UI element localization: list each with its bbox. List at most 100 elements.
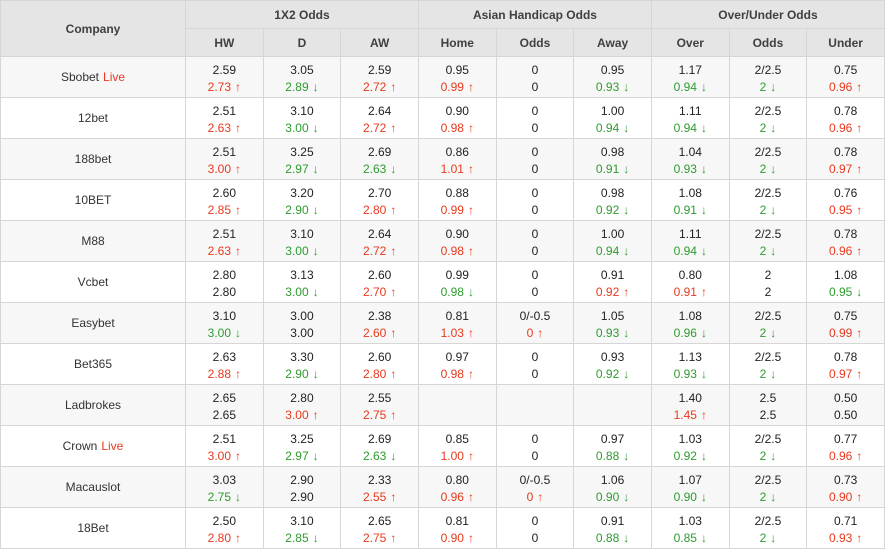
table-row: 18Bet 2.50 2.80 ↑ 3.10 2.85 ↓ 2.65 2.75 ↑ 0.81 0.90… (0, 507, 885, 549)
company-name[interactable]: 12bet (77, 111, 109, 125)
odds-live-number: 0 (531, 120, 539, 135)
odds-cell: 0.85 1.00 ↑ (417, 425, 497, 467)
odds-open-value: 3.10 (290, 226, 314, 241)
odds-cell: 0.91 0.88 ↓ (573, 507, 652, 549)
odds-live-value: 0.96 ↑ (808, 120, 884, 137)
odds-live-value: 0.97 ↑ (808, 366, 884, 383)
table-row: M88 2.51 2.63 ↑ 3.10 3.00 ↓ 2.64 2.72 ↑ 0.90 0.98 ↑ 0… (0, 220, 885, 262)
odds-cell: 0.76 0.95 ↑ (806, 179, 885, 221)
live-link[interactable]: Live (101, 439, 124, 453)
company-name[interactable]: 188bet (74, 152, 112, 166)
odds-live-number: 2 (759, 161, 767, 176)
up-arrow-icon: ↑ (856, 202, 863, 217)
down-arrow-icon: ↓ (623, 366, 630, 381)
column-header-away: Away (573, 28, 652, 57)
odds-cell: 0.75 0.99 ↑ (806, 302, 885, 344)
odds-live-value: 2 ↓ (730, 366, 806, 383)
odds-live-value: 0.96 ↑ (808, 79, 884, 96)
table-row: Crown Live 2.51 3.00 ↑ 3.25 2.97 ↓ 2.69 2.63 ↓ 0.85… (0, 425, 885, 467)
odds-open-value: 0.98 (600, 185, 625, 200)
odds-cell: 1.08 0.96 ↓ (650, 302, 730, 344)
odds-open-value: 2.90 (290, 472, 314, 487)
company-name[interactable]: Sbobet (60, 70, 100, 84)
down-arrow-icon: ↓ (623, 243, 630, 258)
odds-cell: 2.65 2.65 (185, 384, 264, 426)
odds-live-number: 0 (526, 489, 534, 504)
odds-open-value: 2.80 (290, 390, 314, 405)
odds-cell: 2.51 3.00 ↑ (185, 138, 264, 180)
odds-live-value: 1.01 ↑ (419, 161, 495, 178)
company-name[interactable]: 18Bet (77, 521, 109, 535)
odds-live-value: 0.96 ↓ (652, 325, 728, 342)
odds-live-number: 0.88 (595, 448, 620, 463)
odds-live-number: 2.90 (285, 202, 309, 217)
odds-cell: 1.06 0.90 ↓ (573, 466, 652, 508)
company-name[interactable]: Easybet (71, 316, 115, 330)
odds-live-number: 2.75 (207, 489, 231, 504)
odds-live-number: 0.90 (595, 489, 620, 504)
odds-live-value: 0.99 ↑ (419, 202, 495, 219)
up-arrow-icon: ↑ (235, 243, 241, 258)
odds-cell: 3.10 3.00 ↓ (262, 97, 342, 139)
odds-live-value: 0.93 ↓ (575, 325, 651, 342)
odds-open-value: 0.50 (833, 390, 858, 405)
odds-live-number: 0 (531, 530, 539, 545)
company-name[interactable]: Bet365 (73, 357, 113, 371)
up-arrow-icon: ↑ (537, 325, 544, 340)
column-header-aw: AW (340, 28, 419, 57)
up-arrow-icon: ↑ (856, 243, 863, 258)
down-arrow-icon: ↓ (312, 202, 319, 217)
odds-live-number: 2 (759, 79, 767, 94)
odds-open-value (575, 404, 651, 407)
down-arrow-icon: ↓ (623, 161, 630, 176)
odds-cell: 0.86 1.01 ↑ (417, 138, 497, 180)
odds-cell: 0.77 0.96 ↑ (806, 425, 885, 467)
odds-live-number: 2.65 (212, 407, 236, 422)
down-arrow-icon: ↓ (623, 202, 630, 217)
up-arrow-icon: ↑ (390, 243, 397, 258)
company-name[interactable]: Ladbrokes (64, 398, 122, 412)
odds-live-value: 2.72 ↑ (342, 79, 418, 96)
table-row: Ladbrokes 2.65 2.65 2.80 3.00 ↑ 2.55 2.75 ↑ 1.40 1… (0, 384, 885, 426)
odds-live-number: 2.63 (362, 448, 387, 463)
odds-live-value: 2.75 ↑ (342, 530, 418, 547)
odds-live-number: 0.96 (828, 120, 853, 135)
odds-live-number: 0.92 (595, 202, 620, 217)
odds-live-value: 2.60 ↑ (342, 325, 418, 342)
odds-cell: 0.50 0.50 (806, 384, 885, 426)
down-arrow-icon: ↓ (700, 202, 707, 217)
odds-cell: 2.70 2.80 ↑ (340, 179, 419, 221)
odds-live-value: 0.92 ↓ (652, 448, 728, 465)
odds-live-number: 1.45 (673, 407, 697, 422)
company-name[interactable]: Vcbet (77, 275, 109, 289)
odds-live-number: 2.89 (285, 79, 309, 94)
odds-live-number: 2 (759, 243, 767, 258)
company-name[interactable]: M88 (81, 234, 105, 248)
odds-cell: 1.03 0.85 ↓ (650, 507, 730, 549)
company-name[interactable]: Macauslot (65, 480, 121, 494)
table-body: Sbobet Live 2.59 2.73 ↑ 3.05 2.89 ↓ 2.59 2.72 ↑ 0.9… (0, 56, 885, 549)
odds-live-number: 0.95 (828, 284, 853, 299)
odds-live-value: 0.98 ↑ (419, 120, 495, 137)
column-header-under: Under (806, 28, 885, 57)
odds-cell: 2.60 2.70 ↑ (340, 261, 419, 303)
down-arrow-icon: ↓ (312, 530, 319, 545)
up-arrow-icon: ↑ (235, 161, 241, 176)
odds-live-value: 2.63 ↑ (186, 243, 262, 260)
odds-live-value: 0.50 (808, 407, 884, 424)
live-link[interactable]: Live (103, 70, 126, 84)
odds-live-number: 2.72 (362, 243, 387, 258)
odds-open-value: 1.17 (678, 62, 702, 77)
company-name[interactable]: 10BET (74, 193, 112, 207)
odds-cell: 2/2.5 2 ↓ (728, 56, 808, 98)
down-arrow-icon: ↓ (700, 448, 707, 463)
up-arrow-icon: ↑ (235, 530, 241, 545)
up-arrow-icon: ↑ (537, 489, 544, 504)
odds-live-value: 3.00 (264, 325, 340, 342)
company-name[interactable]: Crown (62, 439, 98, 453)
odds-cell (573, 384, 652, 426)
up-arrow-icon: ↑ (700, 284, 707, 299)
